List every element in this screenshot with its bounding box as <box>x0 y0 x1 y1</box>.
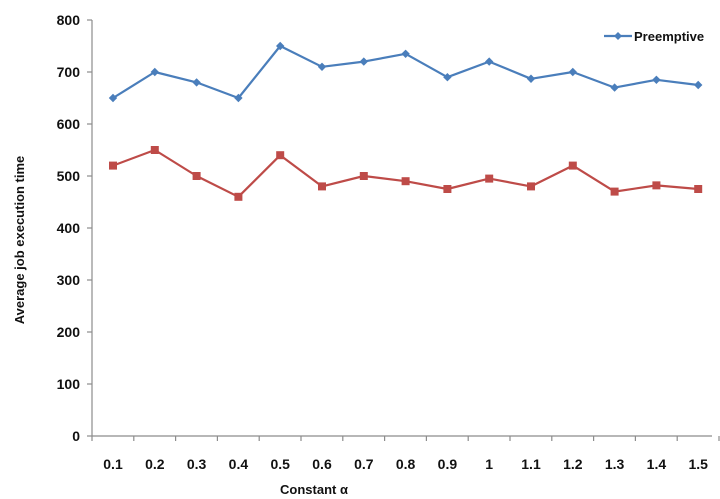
x-tick-label: 0.7 <box>354 456 374 472</box>
x-tick-label: 1.3 <box>605 456 625 472</box>
data-point <box>443 185 452 193</box>
legend-marker <box>614 32 622 40</box>
series-2 <box>109 146 703 201</box>
data-point <box>443 73 452 82</box>
data-point <box>192 172 201 180</box>
data-point <box>359 57 368 66</box>
data-point <box>234 93 243 103</box>
data-point <box>485 174 494 183</box>
data-point <box>610 187 619 196</box>
data-point <box>694 80 703 90</box>
series-line <box>112 148 699 198</box>
data-point <box>317 62 327 71</box>
plot-area <box>108 41 703 201</box>
y-tick-label: 700 <box>57 64 81 80</box>
data-point <box>234 192 243 201</box>
legend-label: Preemptive <box>634 29 704 44</box>
data-point <box>568 67 577 77</box>
data-point <box>276 41 285 51</box>
y-tick-label: 600 <box>57 116 81 132</box>
y-tick-label: 100 <box>57 376 81 392</box>
x-tick-label: 1 <box>485 456 493 472</box>
x-tick-label: 0.8 <box>396 456 416 472</box>
x-tick-label: 0.1 <box>103 456 123 472</box>
x-tick-label: 0.9 <box>438 456 458 472</box>
data-point <box>401 49 410 58</box>
data-point <box>527 182 535 191</box>
y-tick-label: 400 <box>57 220 81 236</box>
x-tick-label: 0.4 <box>229 456 249 472</box>
x-axis-label: Constant α <box>280 482 348 497</box>
data-point <box>401 177 410 186</box>
axes <box>91 20 712 437</box>
y-tick-label: 0 <box>72 428 80 444</box>
series-1 <box>108 41 703 103</box>
data-point <box>485 57 494 66</box>
legend: Preemptive <box>604 29 704 44</box>
x-tick-label: 1.1 <box>521 456 541 472</box>
x-tick-label: 0.6 <box>312 456 332 472</box>
data-point <box>318 182 326 191</box>
data-point <box>652 75 661 84</box>
data-point <box>359 172 368 180</box>
data-point <box>526 74 536 83</box>
data-point <box>150 67 159 77</box>
y-tick-label: 500 <box>57 168 81 184</box>
data-point <box>108 93 118 103</box>
data-point <box>109 161 117 170</box>
x-tick-label: 1.5 <box>688 456 708 472</box>
data-point <box>276 151 285 160</box>
x-ticks: 0.1 0.2 0.3 0.4 0.5 0.6 0.7 0.8 0.9 1 1.1 1.2 1.3 1.4… <box>91 436 720 472</box>
y-tick-label: 800 <box>57 12 81 28</box>
x-tick-label: 0.2 <box>145 456 165 472</box>
data-point <box>694 185 703 193</box>
x-tick-label: 0.3 <box>187 456 207 472</box>
y-tick-label: 200 <box>57 324 81 340</box>
data-point <box>652 181 661 190</box>
data-point <box>610 83 619 92</box>
y-axis-label: Average job execution time <box>12 156 27 325</box>
y-tick-label: 300 <box>57 272 81 288</box>
x-tick-label: 0.5 <box>270 456 290 472</box>
x-tick-label: 1.2 <box>563 456 583 472</box>
data-point <box>192 78 201 87</box>
data-point <box>150 146 159 154</box>
data-point <box>568 161 577 170</box>
x-tick-label: 1.4 <box>647 456 667 472</box>
y-ticks: 0 100 200 300 400 500 600 700 800 <box>57 12 92 444</box>
